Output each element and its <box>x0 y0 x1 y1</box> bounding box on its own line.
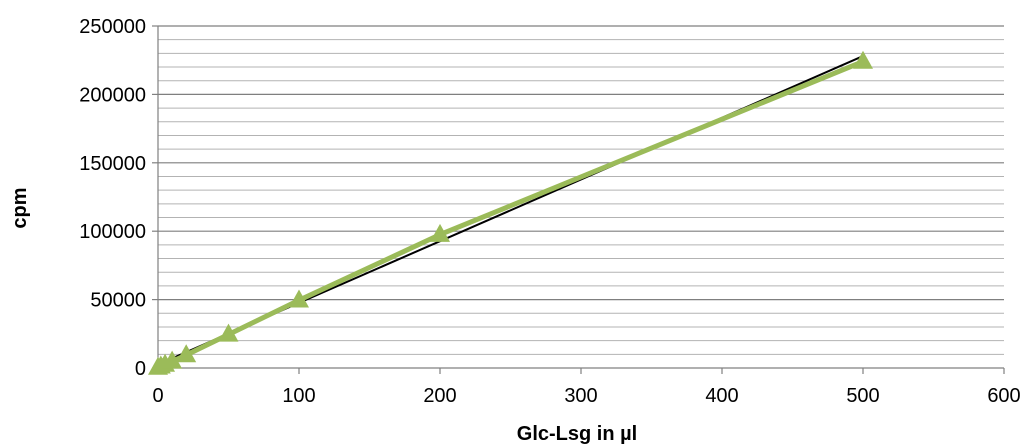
x-tick-label: 300 <box>564 385 597 407</box>
series-line <box>155 59 866 371</box>
y-tick-label: 150000 <box>79 153 146 175</box>
series-layer <box>148 50 873 375</box>
data-point-triangle <box>853 50 873 69</box>
x-tick-label: 0 <box>152 385 163 407</box>
data-point-triangle <box>162 350 183 369</box>
axis-layer <box>152 25 1005 374</box>
data-point-triangle <box>218 323 239 342</box>
tick-label-layer: 0 50000 100000 150000 200000 250000 0 100 200 300… <box>79 16 1020 407</box>
y-tick-label: 50000 <box>90 290 146 312</box>
y-tick-label: 100000 <box>79 221 146 243</box>
data-point-triangle <box>430 223 450 242</box>
data-point-triangle <box>176 344 197 363</box>
x-tick-label: 400 <box>705 385 738 407</box>
y-tick-label: 0 <box>135 358 146 380</box>
y-tick-label: 200000 <box>79 84 146 106</box>
y-tick-label: 250000 <box>79 16 146 38</box>
x-tick-label: 100 <box>282 385 315 407</box>
x-tick-label: 500 <box>846 385 879 407</box>
y-axis-title: cpm <box>9 187 31 228</box>
x-axis-title: Glc-Lsg in µl <box>517 423 637 445</box>
x-tick-label: 600 <box>987 385 1020 407</box>
x-tick-label: 200 <box>423 385 456 407</box>
data-point-triangle <box>289 289 309 308</box>
